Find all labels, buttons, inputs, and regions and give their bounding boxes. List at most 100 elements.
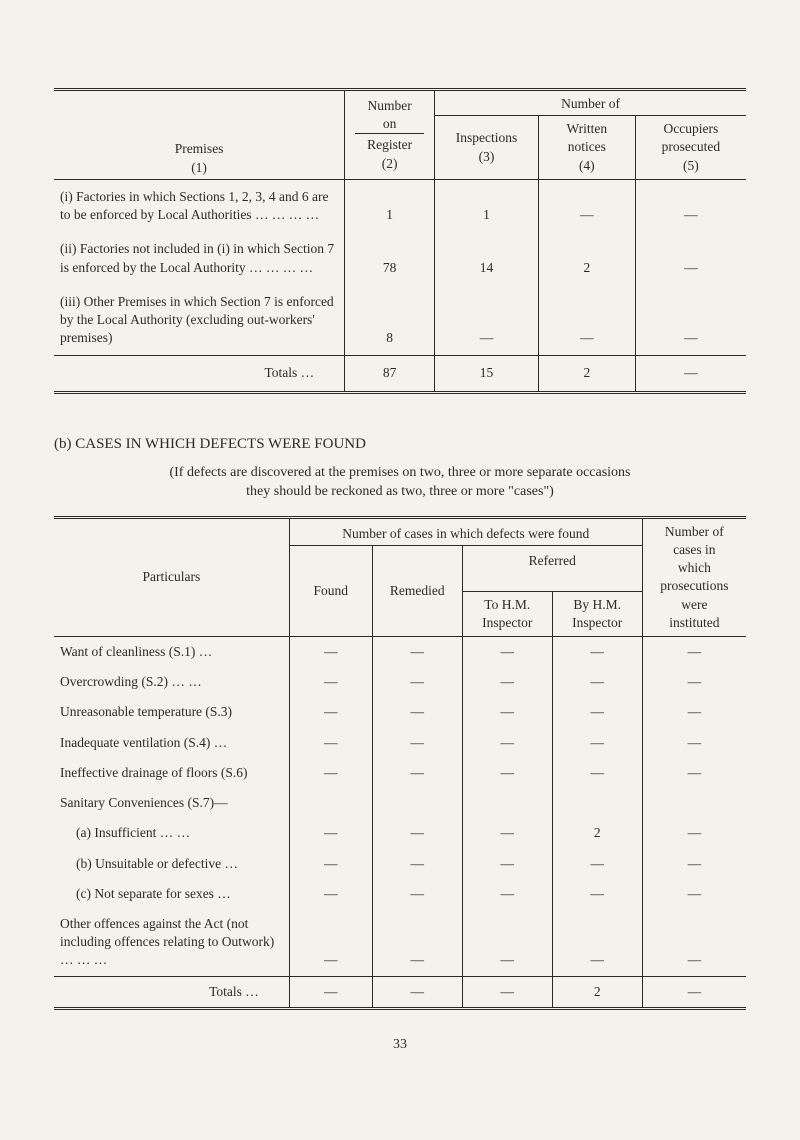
t2-cell: —: [289, 909, 372, 976]
t1-tot-c3: 15: [435, 356, 539, 392]
t2-cell: —: [372, 758, 462, 788]
t2-cell: —: [462, 849, 552, 879]
t1-r3-c3: —: [435, 285, 539, 356]
t1-totals-label: Totals …: [54, 356, 345, 392]
t1-r3-c4: —: [538, 285, 635, 356]
t2-cell: [289, 788, 372, 818]
t2-cell: —: [552, 667, 642, 697]
t2-cell: —: [642, 758, 746, 788]
t1-r1-c4: —: [538, 179, 635, 232]
written-2: notices: [545, 138, 629, 156]
t2-cell: —: [462, 909, 552, 976]
t2-cell: —: [552, 728, 642, 758]
t2-cell: —: [372, 879, 462, 909]
t2-cell: —: [552, 636, 642, 667]
t2-cell: —: [289, 879, 372, 909]
t2-row-label: Sanitary Conveniences (S.7)—: [54, 788, 289, 818]
prosec-1: Number of: [649, 523, 740, 541]
t2-cell: —: [462, 879, 552, 909]
t2-tot-c1: —: [372, 976, 462, 1008]
t1-r2-c4: 2: [538, 232, 635, 284]
t2-cell: —: [642, 728, 746, 758]
t2-cell: —: [289, 758, 372, 788]
t2-cell: —: [642, 667, 746, 697]
col5-label: (5): [642, 157, 740, 175]
t2-cell: 2: [552, 818, 642, 848]
t2-cell: —: [642, 636, 746, 667]
t2-tot-c4: —: [642, 976, 746, 1008]
written-1: Written: [545, 120, 629, 138]
t2-tot-c2: —: [462, 976, 552, 1008]
t1-r1-c3: 1: [435, 179, 539, 232]
t2-row-label: Want of cleanliness (S.1) …: [54, 636, 289, 667]
t2-cell: —: [552, 758, 642, 788]
t1-r2-c3: 14: [435, 232, 539, 284]
by-hm-head: By H.M. Inspector: [552, 591, 642, 636]
t1-row2-label: (ii) Factories not included in (i) in wh…: [54, 232, 345, 284]
t2-row-label: Overcrowding (S.2) … …: [54, 667, 289, 697]
t2-cell: [552, 788, 642, 818]
t2-cell: [462, 788, 552, 818]
t2-cell: —: [462, 667, 552, 697]
prosec-6: instituted: [649, 614, 740, 632]
t2-totals-label: Totals …: [54, 976, 289, 1008]
t2-cell: —: [642, 879, 746, 909]
t2-cell: [642, 788, 746, 818]
t2-cell: —: [462, 728, 552, 758]
t1-r3-c5: —: [635, 285, 746, 356]
t1-r1-c5: —: [635, 179, 746, 232]
t2-cell: —: [552, 697, 642, 727]
num-on-reg-3: Register: [351, 136, 428, 154]
defects-table: Particulars Number of cases in which def…: [54, 516, 746, 1010]
inspections-head: Inspections: [441, 129, 532, 147]
t2-cell: —: [372, 697, 462, 727]
t2-cell: —: [462, 636, 552, 667]
group-found: Number of cases in which defects were fo…: [294, 525, 638, 543]
prosec-2: cases in: [649, 541, 740, 559]
num-on-reg-2: on: [351, 115, 428, 133]
to-hm-head: To H.M. Inspector: [462, 591, 552, 636]
t1-tot-c4: 2: [538, 356, 635, 392]
section-b-heading: (b) CASES IN WHICH DEFECTS WERE FOUND: [54, 434, 746, 454]
prosec-3: which: [649, 559, 740, 577]
col4-label: (4): [545, 157, 629, 175]
t2-row-label: (a) Insufficient … …: [54, 818, 289, 848]
premises-head: Premises: [60, 140, 338, 158]
t2-cell: [372, 788, 462, 818]
occ-2: prosecuted: [642, 138, 740, 156]
occ-1: Occupiers: [642, 120, 740, 138]
page-number: 33: [54, 1036, 746, 1055]
t2-cell: —: [552, 879, 642, 909]
referred-head: Referred: [467, 552, 638, 570]
t2-cell: —: [552, 909, 642, 976]
t2-row-label: Other offences against the Act (not incl…: [54, 909, 289, 976]
t2-cell: —: [462, 818, 552, 848]
t1-row3-label: (iii) Other Premises in which Section 7 …: [54, 285, 345, 356]
t2-cell: —: [642, 849, 746, 879]
t2-cell: —: [372, 909, 462, 976]
t2-cell: —: [372, 728, 462, 758]
t1-tot-c2: 87: [345, 356, 435, 392]
t2-cell: —: [552, 849, 642, 879]
t2-cell: —: [642, 818, 746, 848]
t2-cell: —: [462, 697, 552, 727]
t2-cell: —: [372, 667, 462, 697]
t2-row-label: Inadequate ventilation (S.4) …: [54, 728, 289, 758]
number-of-head: Number of: [441, 95, 740, 113]
t1-r2-c5: —: [635, 232, 746, 284]
t2-cell: —: [289, 697, 372, 727]
t1-r3-c2: 8: [345, 285, 435, 356]
found-head: Found: [289, 545, 372, 636]
t2-cell: —: [289, 636, 372, 667]
particulars-head: Particulars: [54, 517, 289, 636]
num-on-reg-1: Number: [351, 97, 428, 115]
t2-cell: —: [372, 636, 462, 667]
t2-cell: —: [289, 849, 372, 879]
remedied-head: Remedied: [372, 545, 462, 636]
prosec-5: were: [649, 596, 740, 614]
t2-cell: —: [289, 728, 372, 758]
col3-label: (3): [441, 148, 532, 166]
t1-row1-label: (i) Factories in which Sections 1, 2, 3,…: [54, 179, 345, 232]
t2-cell: —: [642, 909, 746, 976]
t2-row-label: (b) Unsuitable or defective …: [54, 849, 289, 879]
